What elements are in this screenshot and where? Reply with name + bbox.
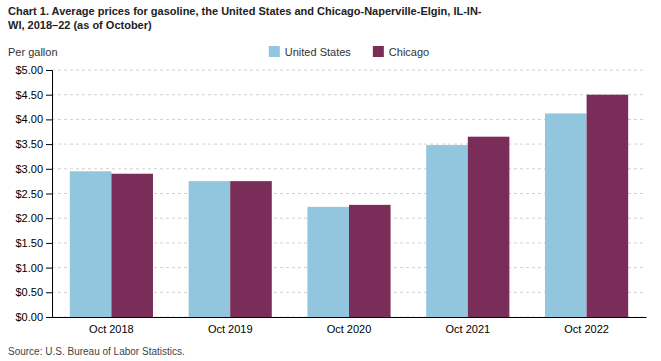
y-tick-label: $3.00: [15, 163, 43, 175]
grid-line: [52, 70, 646, 71]
y-tick-label: $2.50: [15, 188, 43, 200]
y-tick-label: $2.00: [15, 212, 43, 224]
y-tick: $3.50: [15, 138, 52, 150]
y-tick: $1.50: [15, 237, 52, 249]
bar: [426, 145, 468, 317]
bar: [545, 113, 587, 317]
y-tick: $1.00: [15, 262, 52, 274]
bar: [230, 181, 272, 317]
y-tick-label: $4.50: [15, 89, 43, 101]
y-axis-line: [46, 71, 53, 318]
y-tick-mark: [46, 218, 52, 219]
bar-series: [111, 95, 628, 317]
y-tick-mark: [46, 70, 52, 71]
y-tick-mark: [46, 268, 52, 269]
y-tick: $3.00: [15, 163, 52, 175]
y-tick-label: $4.00: [15, 113, 43, 125]
chart: Chart 1. Average prices for gasoline, th…: [0, 0, 661, 361]
legend-swatch: [373, 46, 384, 57]
y-tick-label: $1.50: [15, 237, 43, 249]
bar: [587, 95, 629, 317]
bar: [111, 174, 153, 317]
x-tick: Oct 2020: [327, 323, 372, 335]
legend-item: United States: [269, 46, 352, 58]
y-tick: $2.00: [15, 212, 52, 224]
bar: [189, 181, 231, 317]
y-axis-label: Per gallon: [8, 46, 58, 58]
x-tick: Oct 2022: [564, 323, 609, 335]
y-tick-mark: [46, 317, 52, 318]
y-tick-label: $0.00: [15, 311, 43, 323]
title-line: WI, 2018–22 (as of October): [8, 19, 152, 31]
x-tick-label: Oct 2018: [89, 323, 134, 335]
x-tick: Oct 2021: [445, 323, 490, 335]
x-tick-label: Oct 2021: [445, 323, 490, 335]
bars: [70, 95, 628, 317]
legend-swatch: [269, 46, 280, 57]
y-tick-label: $3.50: [15, 138, 43, 150]
x-axis-line: [53, 317, 647, 318]
x-tick-label: Oct 2020: [327, 323, 372, 335]
x-axis: Oct 2018 Oct 2019 Oct 2020 Oct 2021 Oct 2022: [53, 318, 647, 335]
y-tick-label: $1.00: [15, 262, 43, 274]
y-tick: $4.50: [15, 89, 52, 101]
plot-area: $0.00 $0.50 $1.00 $1.50 $2.00 $2.50 $3.00 $3.50…: [15, 64, 646, 335]
bar-series: [70, 113, 587, 317]
x-tick: Oct 2019: [208, 323, 253, 335]
y-tick-mark: [46, 95, 52, 96]
y-tick-label: $0.50: [15, 286, 43, 298]
y-axis: $0.00 $0.50 $1.00 $1.50 $2.00 $2.50 $3.00 $3.50…: [15, 64, 52, 323]
bar: [349, 205, 391, 317]
source: Source: U.S. Bureau of Labor Statistics.: [8, 346, 185, 357]
y-tick: $0.50: [15, 286, 52, 298]
legend-label: United States: [285, 46, 352, 58]
y-tick: $4.00: [15, 113, 52, 125]
grid-line: [52, 94, 646, 95]
title: Chart 1. Average prices for gasoline, th…: [8, 5, 482, 31]
y-tick-mark: [46, 243, 52, 244]
y-tick-mark: [46, 169, 52, 170]
title-line: Chart 1. Average prices for gasoline, th…: [8, 5, 482, 17]
bar: [307, 207, 349, 317]
legend-label: Chicago: [389, 46, 429, 58]
y-tick: $5.00: [15, 64, 52, 76]
y-tick-mark: [46, 292, 52, 293]
y-tick: $0.00: [15, 311, 52, 323]
legend-item: Chicago: [373, 46, 429, 58]
y-tick: $2.50: [15, 188, 52, 200]
bar: [468, 137, 510, 317]
y-tick-mark: [46, 119, 52, 120]
y-tick-label: $5.00: [15, 64, 43, 76]
legend: United States Chicago: [269, 46, 429, 58]
bar: [70, 171, 112, 317]
y-tick-mark: [46, 194, 52, 195]
x-tick-label: Oct 2022: [564, 323, 609, 335]
x-tick-label: Oct 2019: [208, 323, 253, 335]
grid: [52, 70, 646, 317]
y-tick-mark: [46, 144, 52, 145]
x-tick: Oct 2018: [89, 323, 134, 335]
